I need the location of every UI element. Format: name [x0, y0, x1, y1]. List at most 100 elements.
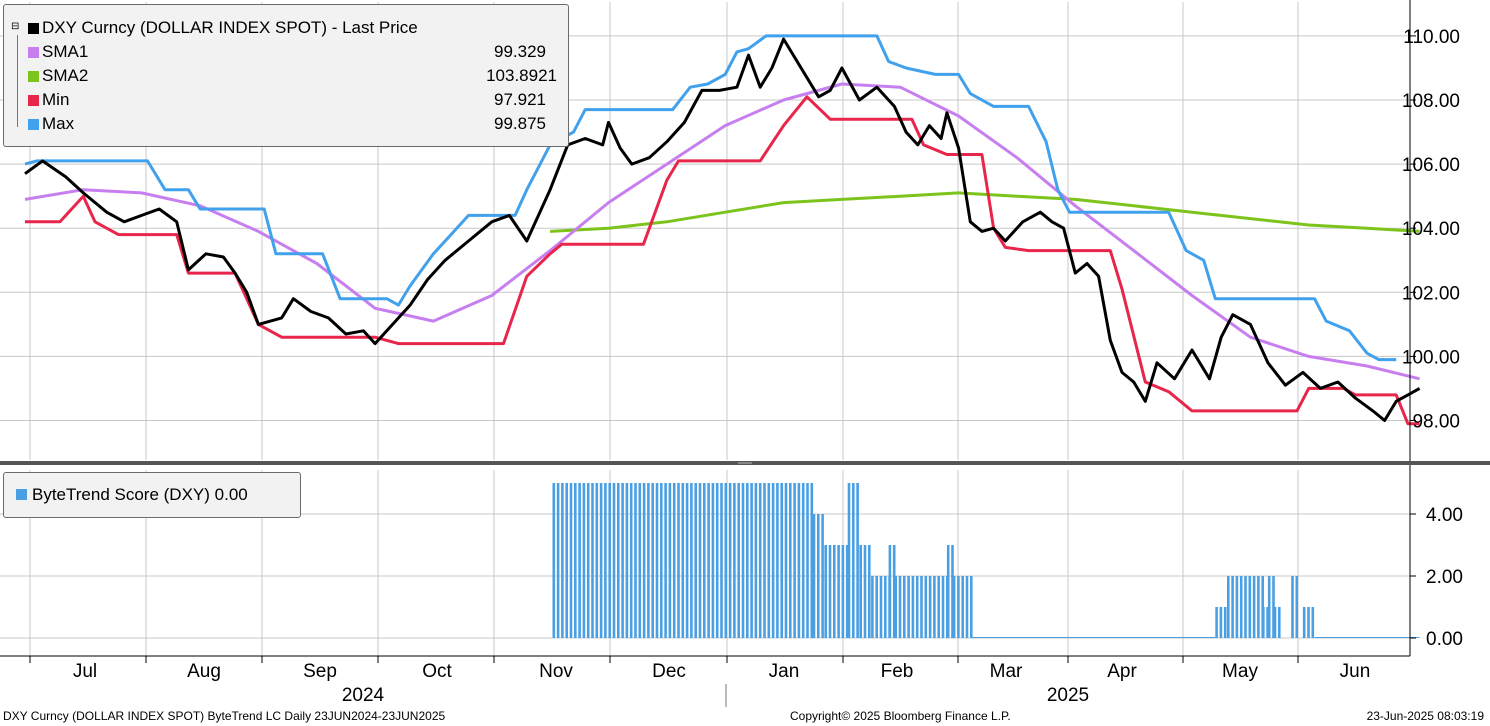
- footer-center: Copyright© 2025 Bloomberg Finance L.P.: [790, 709, 1011, 723]
- legend-item-sma2[interactable]: SMA2 103.8921: [28, 65, 558, 87]
- legend-item-max[interactable]: Max 99.875: [28, 113, 558, 135]
- score-bar: [845, 545, 849, 638]
- score-bar: [784, 483, 788, 638]
- score-bar: [703, 483, 706, 638]
- score-bar: [1311, 607, 1315, 638]
- score-bar: [837, 545, 840, 638]
- score-legend-label: ByteTrend Score (DXY) 0.00: [32, 485, 248, 504]
- x-month-label: Dec: [652, 661, 686, 682]
- score-bar: [907, 576, 910, 638]
- footer-left: DXY Curncy (DOLLAR INDEX SPOT) ByteTrend…: [3, 709, 446, 723]
- score-tick-label: 4.00: [1426, 505, 1463, 526]
- score-bar: [875, 576, 878, 638]
- score-bar: [871, 576, 874, 638]
- score-bar: [824, 545, 827, 638]
- score-bar: [863, 545, 867, 638]
- score-bar: [599, 483, 603, 638]
- x-month-label: Jun: [1340, 661, 1371, 682]
- series-max: [24, 34, 1397, 362]
- score-bar: [677, 483, 680, 638]
- legend-label: Min: [42, 90, 70, 109]
- y-tick-label: 108.00: [1402, 91, 1460, 112]
- x-month-label: Nov: [539, 661, 573, 682]
- score-bar: [638, 483, 642, 638]
- score-bar: [617, 483, 620, 638]
- score-bar: [1252, 576, 1256, 638]
- legend-item-sma1[interactable]: SMA1 99.329: [28, 41, 558, 63]
- score-bar: [1227, 576, 1230, 638]
- score-bar: [884, 576, 887, 638]
- score-bar: [672, 483, 676, 638]
- legend-value: 99.875: [494, 114, 546, 133]
- score-bar: [856, 483, 859, 638]
- score-bar: [868, 545, 871, 638]
- score-bars: [552, 483, 1420, 638]
- footer-right: 23-Jun-2025 08:03:19: [1366, 709, 1484, 723]
- score-bar: [1278, 607, 1281, 638]
- score-bar: [924, 576, 928, 638]
- score-bar: [741, 483, 745, 638]
- score-bar: [806, 483, 809, 638]
- y-tick-label: 102.00: [1402, 283, 1460, 304]
- score-bar: [859, 545, 862, 638]
- legend-value: 97.921: [494, 90, 546, 109]
- legend-label: SMA1: [42, 42, 89, 61]
- score-bar: [793, 483, 796, 638]
- score-bar: [612, 483, 616, 638]
- score-bar: [821, 514, 824, 638]
- score-bar: [920, 576, 923, 638]
- score-bar: [728, 483, 732, 638]
- score-bar: [952, 576, 956, 638]
- score-bar: [711, 483, 715, 638]
- x-month-label: Jul: [73, 661, 97, 682]
- legend-value: 103.8921: [486, 66, 557, 85]
- sma2-swatch-icon: [28, 71, 39, 82]
- series-last-price: [24, 37, 1421, 422]
- price-lines: [24, 34, 1421, 426]
- score-bar: [1244, 576, 1247, 638]
- score-bar: [586, 483, 590, 638]
- legend-label: SMA2: [42, 66, 89, 85]
- score-bar: [604, 483, 607, 638]
- score-bar: [733, 483, 736, 638]
- score-bar: [797, 483, 801, 638]
- score-bar: [776, 483, 779, 638]
- score-bar: [737, 483, 740, 638]
- legend-item-min[interactable]: Min 97.921: [28, 89, 558, 111]
- y-tick-label: 106.00: [1402, 155, 1460, 176]
- score-bar: [578, 483, 581, 638]
- score-bar: [685, 483, 689, 638]
- score-bar: [608, 483, 611, 638]
- score-bar: [664, 483, 667, 638]
- min-swatch-icon: [28, 95, 39, 106]
- score-bar: [961, 576, 964, 638]
- series-sma1: [24, 82, 1420, 381]
- score-bar: [898, 576, 902, 638]
- axes: 98.00 100.00 102.00 104.00 106.00 108.00 110.0…: [0, 0, 1490, 707]
- score-bar: [1302, 607, 1306, 638]
- score-bar: [833, 545, 836, 638]
- score-bar: [771, 483, 775, 638]
- score-legend[interactable]: ByteTrend Score (DXY) 0.00: [3, 472, 301, 518]
- score-bar: [591, 483, 594, 638]
- score-bar: [690, 483, 693, 638]
- x-month-label: May: [1222, 661, 1258, 682]
- score-bar: [801, 483, 805, 638]
- sma1-swatch-icon: [28, 47, 39, 58]
- score-bar: [1273, 607, 1277, 638]
- score-bar: [1257, 576, 1260, 638]
- score-bar: [1223, 607, 1227, 638]
- score-bar: [651, 483, 654, 638]
- score-bar: [1272, 576, 1275, 638]
- score-bar: [1248, 576, 1252, 638]
- score-bar: [1219, 607, 1223, 638]
- score-bar: [655, 483, 659, 638]
- legend-collapse-icon[interactable]: ⊟: [11, 21, 20, 32]
- score-bar: [707, 483, 710, 638]
- score-bar: [1235, 576, 1239, 638]
- score-bar: [758, 483, 762, 638]
- score-bar: [892, 545, 896, 638]
- score-bar: [965, 576, 969, 638]
- score-bar: [569, 483, 573, 638]
- score-bar: [1267, 576, 1271, 638]
